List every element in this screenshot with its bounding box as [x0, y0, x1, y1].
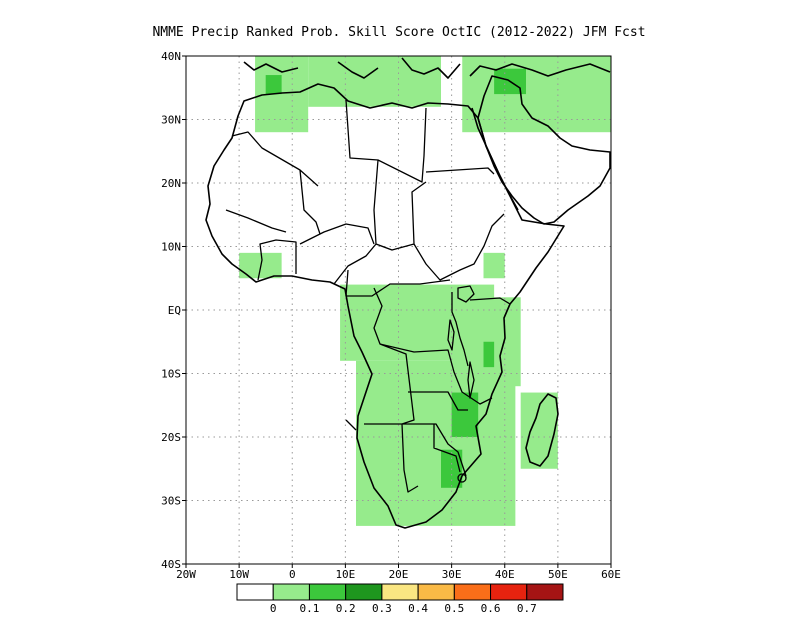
lon-tick-label: 0 [289, 568, 296, 581]
skill-shading-layer [239, 56, 611, 526]
lat-tick-label: 10N [161, 241, 181, 254]
skill-region-10 [483, 341, 495, 368]
skill-region-4 [483, 252, 505, 279]
arabia-coastline [477, 75, 611, 225]
legend-swatch-2 [308, 583, 347, 601]
lake-tanganyika [447, 319, 455, 351]
lesotho-outline [457, 473, 467, 483]
lake-victoria [457, 285, 475, 303]
legend-swatch-6 [453, 583, 492, 601]
legend-swatch-8 [526, 583, 564, 601]
legend-label: 0.5 [444, 602, 464, 615]
lat-tick-label: 20N [161, 177, 181, 190]
madagascar-outline [525, 393, 559, 467]
lat-tick-label: 10S [161, 368, 181, 381]
legend-label: 0.7 [517, 602, 537, 615]
lon-tick-label: 40E [495, 568, 515, 581]
lat-tick-label: 30S [161, 495, 181, 508]
lon-tick-label: 50E [548, 568, 568, 581]
skill-region-7 [356, 360, 516, 526]
lon-tick-label: 10W [229, 568, 249, 581]
lon-tick-label: 30E [442, 568, 462, 581]
red-sea-coast [471, 107, 519, 211]
lon-tick-label: 60E [601, 568, 621, 581]
skill-region-1 [308, 56, 441, 107]
color-legend: 0 0.1 0.2 0.3 0.4 0.5 0.6 0.7 [236, 583, 564, 615]
longitude-labels: 20W 10W 0 10E 20E 30E 40E 50E 60E [176, 564, 621, 581]
africa-coastline [205, 83, 565, 529]
legend-swatch-0 [236, 583, 274, 601]
latitude-labels: 40N 30N 20N 10N EQ 10S 20S 30S 40S [161, 50, 186, 571]
lat-tick-label: 40N [161, 50, 181, 63]
legend-label: 0.3 [372, 602, 392, 615]
lon-tick-label: 20W [176, 568, 196, 581]
legend-swatch-4 [381, 583, 419, 601]
lake-malawi [467, 361, 475, 399]
legend-label: 0.2 [336, 602, 356, 615]
legend-swatch-7 [490, 583, 528, 601]
legend-label: 0 [270, 602, 277, 615]
legend-swatch-3 [345, 583, 383, 601]
skill-region-12 [265, 75, 282, 95]
legend-swatch-5 [417, 583, 455, 601]
legend-swatch-1 [272, 583, 310, 601]
legend-label: 0.6 [481, 602, 501, 615]
country-borders [225, 99, 511, 493]
skill-region-9 [451, 392, 479, 437]
lat-tick-label: 40S [161, 558, 181, 571]
europe-coast [243, 57, 611, 79]
lat-tick-label: 30N [161, 114, 181, 127]
legend-label: 0.4 [408, 602, 428, 615]
lon-tick-label: 10E [335, 568, 355, 581]
country-outlines [205, 57, 611, 529]
map-title: NMME Precip Ranked Prob. Skill Score Oct… [152, 25, 645, 40]
lon-tick-label: 20E [389, 568, 409, 581]
lat-tick-label: 20S [161, 431, 181, 444]
lat-tick-label: EQ [168, 304, 181, 317]
legend-label: 0.1 [300, 602, 320, 615]
